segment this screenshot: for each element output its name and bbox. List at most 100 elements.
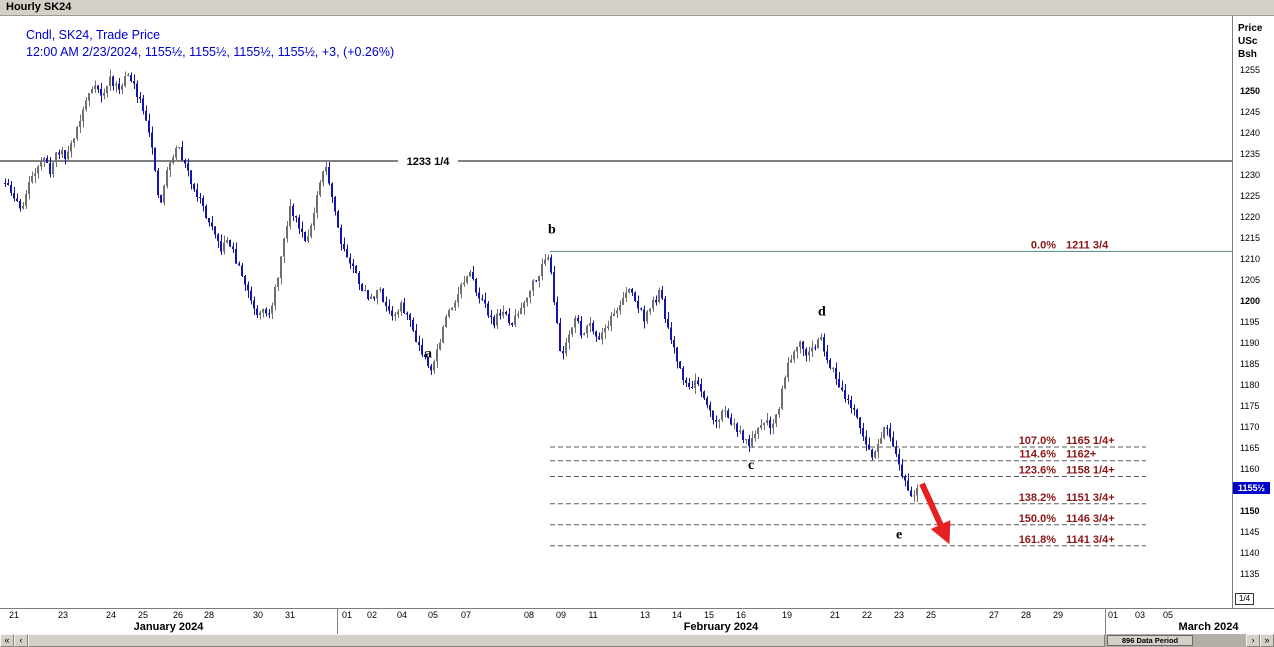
candle [703, 391, 705, 398]
price-axis[interactable]: Price USc Bsh 11351140114511501155116011… [1232, 16, 1274, 608]
candle [553, 272, 555, 302]
price-tick-label: 1220 [1240, 211, 1261, 222]
candle [184, 160, 186, 164]
candle [94, 85, 96, 90]
candlestick-chart[interactable]: 0.0% 1211 3/4 107.0% 1165 1/4+ 114.6% 1162+ 12… [0, 16, 1232, 608]
candle [103, 92, 105, 96]
candle [247, 284, 249, 291]
window-title: Hourly SK24 [6, 1, 72, 13]
candle [676, 347, 678, 362]
wave-label-c: c [748, 458, 754, 473]
candle [589, 323, 591, 327]
scroll-far-left-button[interactable]: « [0, 634, 14, 647]
candle-wick [719, 419, 720, 429]
candle-wick [395, 311, 396, 322]
scrollbar-thumb[interactable] [28, 634, 1105, 647]
price-tick-label: 1200 [1240, 295, 1261, 306]
candle [652, 300, 654, 309]
candle [820, 336, 822, 340]
price-tick-label: 1185 [1240, 358, 1260, 369]
candle [253, 300, 255, 309]
candle [217, 234, 219, 241]
last-price-value: 1155½ [1237, 483, 1266, 494]
time-tick-label: 24 [105, 610, 116, 620]
time-tick-label: 14 [671, 610, 682, 620]
candle [28, 181, 30, 195]
scroll-right-button[interactable]: › [1246, 634, 1260, 647]
candle [688, 382, 690, 387]
candle [322, 171, 324, 183]
candle [289, 205, 291, 227]
price-tick-label: 1175 [1240, 400, 1260, 411]
candle [730, 417, 732, 425]
candle-wick [200, 192, 201, 204]
candle-wick [764, 422, 765, 430]
candle [202, 198, 204, 206]
horizontal-scrollbar[interactable]: « ‹ 896 Data Period › » [0, 634, 1274, 647]
candle [868, 444, 870, 450]
candle [826, 351, 828, 361]
price-tick-label: 1145 [1240, 527, 1260, 538]
candle [832, 368, 834, 370]
candle [310, 225, 312, 237]
candle [607, 326, 609, 328]
candle [220, 240, 222, 252]
candle [325, 166, 327, 172]
time-tick-label: 01 [1107, 610, 1118, 620]
chart-area: Cndl, SK24, Trade Price 12:00 AM 2/23/20… [0, 16, 1232, 608]
chart-legend: Cndl, SK24, Trade Price 12:00 AM 2/23/20… [26, 27, 394, 61]
last-price-marker: 1155½ [1233, 482, 1270, 495]
time-tick-label: 21 [829, 610, 840, 620]
candle [718, 420, 720, 422]
candle [889, 428, 891, 438]
candle [340, 227, 342, 245]
candle [916, 488, 918, 496]
candle [667, 319, 669, 328]
candle [67, 151, 69, 160]
candle [508, 313, 510, 324]
time-tick-label: 31 [284, 610, 295, 620]
candle [19, 200, 21, 209]
candle [178, 147, 180, 148]
fib-label-price: 1151 3/4+ [1066, 492, 1115, 504]
candle [259, 312, 261, 316]
candle [649, 308, 651, 312]
time-tick-label: 04 [396, 610, 407, 620]
time-axis[interactable]: 21 23 24 25 26 28 30 31 01 02 04 05 07 08 09 11 13 14 15 16… [0, 608, 1274, 634]
candle [49, 163, 51, 174]
time-tick-label: 23 [57, 610, 68, 620]
trend-arrow[interactable] [919, 482, 951, 545]
candle-wick [740, 425, 741, 435]
candle [478, 292, 480, 299]
candle [499, 313, 501, 316]
fib-label-price: 1158 1/4+ [1066, 465, 1115, 477]
candle-wick [854, 404, 855, 416]
time-tick-label: 25 [925, 610, 936, 620]
scroll-far-right-button[interactable]: » [1260, 634, 1274, 647]
candle-wick [116, 81, 117, 93]
candle [673, 339, 675, 348]
time-tick-label: 11 [588, 610, 598, 620]
candle [187, 163, 189, 171]
candle [349, 257, 351, 264]
candle [157, 170, 159, 195]
candle [586, 326, 588, 334]
candle [379, 289, 381, 290]
candle [433, 361, 435, 371]
candle-wick [263, 308, 264, 318]
price-tick-label: 1180 [1240, 379, 1260, 390]
candle [235, 249, 237, 264]
candle [313, 212, 315, 226]
candle-wick [761, 418, 762, 431]
scroll-left-button[interactable]: ‹ [14, 634, 28, 647]
candle [850, 399, 852, 408]
candle [646, 311, 648, 322]
candle [829, 360, 831, 369]
price-axis-header: Price USc Bsh [1238, 22, 1262, 61]
candle [4, 183, 6, 184]
candle [778, 408, 780, 415]
time-tick-label: 28 [1020, 610, 1031, 620]
candle [115, 83, 117, 86]
candle [628, 289, 630, 293]
